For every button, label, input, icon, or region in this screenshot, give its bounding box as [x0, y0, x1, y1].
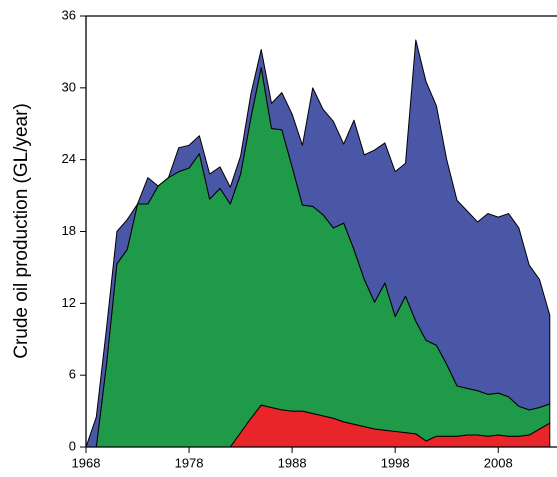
y-tick-label: 12: [62, 295, 76, 310]
x-tick-label: 1968: [72, 455, 101, 470]
y-tick-label: 18: [62, 223, 76, 238]
x-tick-label: 1998: [381, 455, 410, 470]
x-tick-label: 1978: [175, 455, 204, 470]
y-tick-label: 24: [62, 151, 76, 166]
x-tick-label: 2008: [484, 455, 513, 470]
y-tick-label: 0: [69, 438, 76, 453]
y-tick-label: 30: [62, 79, 76, 94]
area: [85, 39, 551, 448]
y-tick-label: 36: [62, 7, 76, 22]
y-axis-label: Crude oil production (GL/year): [11, 103, 32, 359]
y-tick-label: 6: [69, 367, 76, 382]
x-tick-label: 1988: [278, 455, 307, 470]
